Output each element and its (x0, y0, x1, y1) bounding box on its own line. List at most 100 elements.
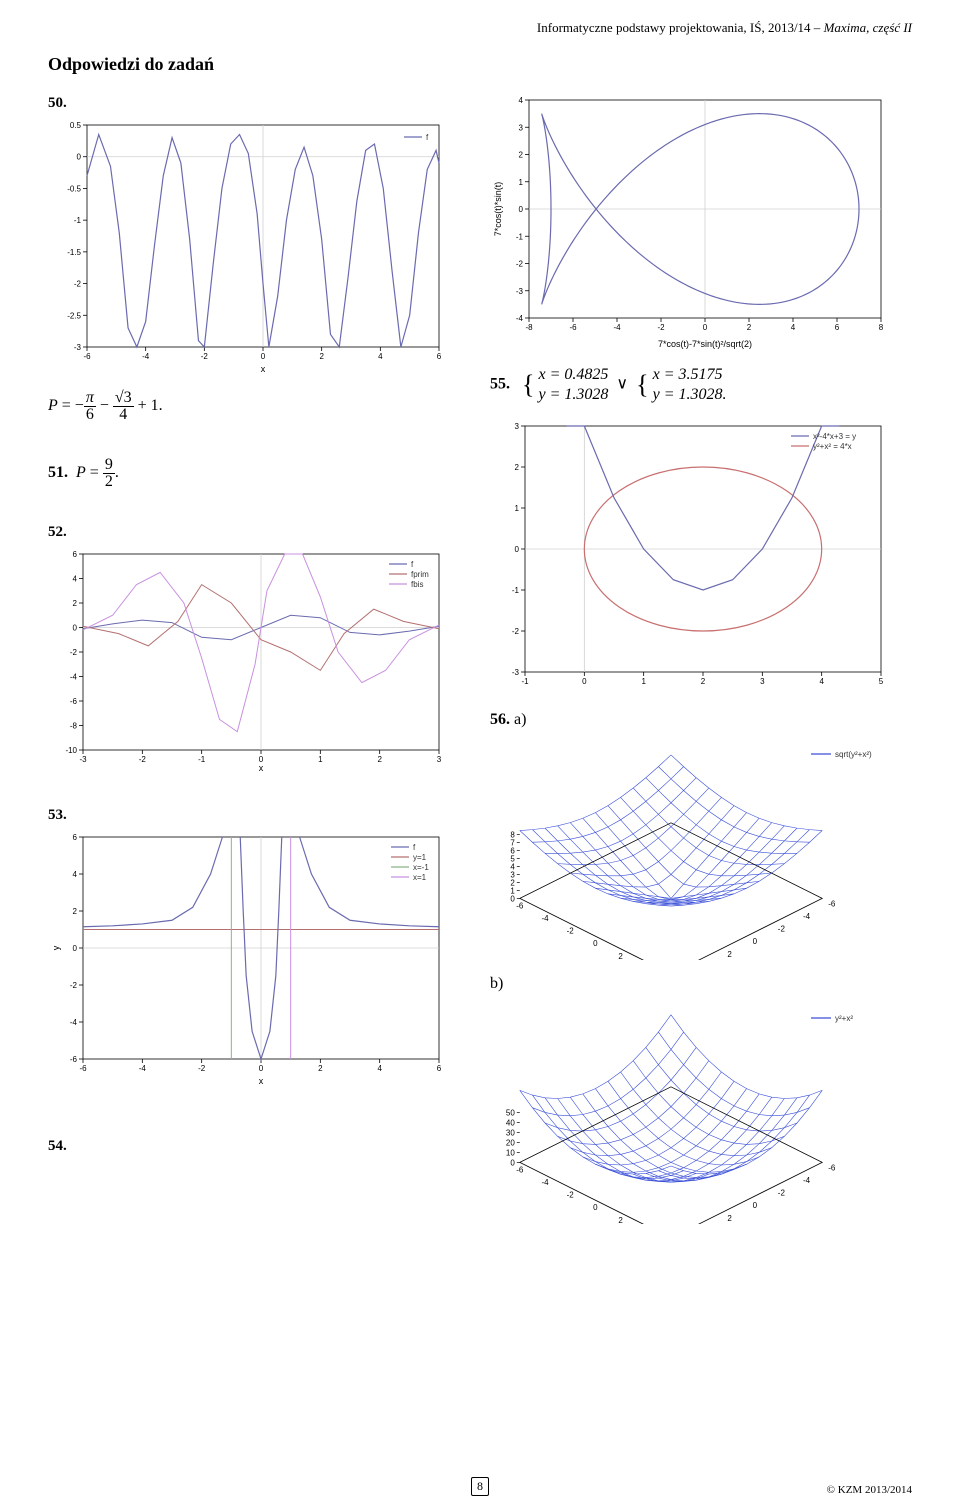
svg-text:6: 6 (73, 833, 78, 842)
svg-text:-2: -2 (74, 280, 82, 289)
svg-text:-2: -2 (70, 648, 78, 657)
eq55-ry: y = 1.3028. (653, 385, 727, 405)
eq55-or: ∨ (616, 376, 628, 393)
svg-text:4: 4 (791, 323, 796, 332)
svg-text:2: 2 (73, 599, 78, 608)
svg-text:0: 0 (593, 1203, 598, 1212)
svg-text:7*cos(t)*sin(t): 7*cos(t)*sin(t) (493, 182, 503, 237)
svg-text:4: 4 (819, 677, 824, 686)
svg-text:7: 7 (510, 838, 515, 847)
svg-text:2: 2 (519, 151, 524, 160)
svg-text:-1: -1 (512, 586, 520, 595)
svg-text:3: 3 (437, 755, 442, 764)
svg-text:3: 3 (515, 422, 520, 431)
svg-text:6: 6 (437, 1064, 442, 1073)
svg-text:-2: -2 (512, 627, 520, 636)
svg-text:4: 4 (519, 96, 524, 105)
svg-text:2: 2 (318, 1064, 323, 1073)
page-number: 8 (471, 1477, 489, 1496)
header-course: Informatyczne podstawy projektowania, IŚ… (537, 20, 824, 35)
svg-text:2: 2 (727, 1214, 732, 1223)
svg-text:-6: -6 (516, 1165, 524, 1174)
svg-text:2: 2 (701, 677, 706, 686)
svg-text:1: 1 (641, 677, 646, 686)
svg-text:-4: -4 (70, 673, 78, 682)
svg-text:3: 3 (760, 677, 765, 686)
svg-text:x=1: x=1 (413, 873, 427, 882)
svg-text:-2.5: -2.5 (67, 311, 81, 320)
chart-50a: -6-4-20246-3-2.5-2-1.5-1-0.500.5xf (48, 114, 470, 376)
svg-text:4: 4 (377, 1064, 382, 1073)
svg-text:y²+x² = 4*x: y²+x² = 4*x (813, 442, 852, 451)
q51: 51. P = 92. (48, 457, 470, 490)
svg-text:0: 0 (753, 937, 758, 946)
q53-label: 53. (48, 807, 470, 824)
svg-text:-0.5: -0.5 (67, 184, 81, 193)
svg-text:fbis: fbis (411, 580, 423, 589)
q56: 56. a) (490, 711, 912, 729)
svg-text:-1: -1 (198, 755, 206, 764)
svg-text:2: 2 (510, 878, 515, 887)
header: Informatyczne podstawy projektowania, IŚ… (48, 20, 912, 36)
svg-text:0: 0 (261, 352, 266, 361)
svg-text:-3: -3 (79, 755, 87, 764)
svg-text:-6: -6 (83, 352, 91, 361)
svg-text:-4: -4 (541, 914, 549, 923)
svg-text:0: 0 (259, 1064, 264, 1073)
svg-text:2: 2 (618, 1216, 623, 1224)
svg-text:0: 0 (73, 944, 78, 953)
svg-text:-4: -4 (803, 912, 811, 921)
svg-text:-3: -3 (512, 668, 520, 677)
svg-text:0: 0 (510, 894, 515, 903)
svg-text:7*cos(t)-7*sin(t)²/sqrt(2): 7*cos(t)-7*sin(t)²/sqrt(2) (658, 339, 752, 349)
svg-text:3: 3 (510, 870, 515, 879)
svg-text:-3: -3 (74, 343, 82, 352)
svg-text:-4: -4 (541, 1178, 549, 1187)
svg-text:2: 2 (515, 463, 520, 472)
svg-text:6: 6 (835, 323, 840, 332)
chart-50b: -8-6-4-202468-4-3-2-1012347*cos(t)-7*sin… (490, 89, 912, 351)
svg-text:20: 20 (506, 1138, 515, 1147)
svg-text:2: 2 (377, 755, 382, 764)
svg-text:-4: -4 (139, 1064, 147, 1073)
svg-text:4: 4 (73, 870, 78, 879)
svg-text:-6: -6 (569, 323, 577, 332)
svg-text:6: 6 (510, 846, 515, 855)
svg-text:10: 10 (506, 1148, 515, 1157)
svg-text:0: 0 (753, 1201, 758, 1210)
svg-text:-2: -2 (657, 323, 665, 332)
eq50: P = −π6 − √34 + 1. (48, 390, 470, 423)
eq55-rx: x = 3.5175 (653, 365, 727, 385)
q56b: b) (490, 975, 912, 993)
svg-text:-2: -2 (778, 925, 786, 934)
svg-text:y²+x²: y²+x² (835, 1014, 853, 1023)
chart-55b: -1012345-3-2-10123x²-4*x+3 = yy²+x² = 4*… (490, 415, 912, 697)
svg-text:-2: -2 (567, 927, 575, 936)
svg-text:-2: -2 (567, 1191, 575, 1200)
q51-label: 51. (48, 464, 68, 481)
svg-text:-4: -4 (613, 323, 621, 332)
svg-text:0: 0 (593, 939, 598, 948)
q55-label: 55. (490, 376, 510, 393)
svg-text:6: 6 (73, 550, 78, 559)
svg-text:x²-4*x+3 = y: x²-4*x+3 = y (813, 432, 856, 441)
svg-text:-8: -8 (525, 323, 533, 332)
q50-label: 50. (48, 95, 470, 112)
svg-text:-2: -2 (201, 352, 209, 361)
chart-52: -3-2-10123-10-8-6-4-20246xffprimfbis (48, 543, 470, 775)
svg-text:3: 3 (519, 123, 524, 132)
svg-text:-2: -2 (139, 755, 147, 764)
svg-text:-2: -2 (198, 1064, 206, 1073)
svg-text:x: x (259, 1076, 264, 1086)
svg-text:5: 5 (510, 854, 515, 863)
header-module: Maxima, część II (824, 20, 912, 35)
chart-56b: y²+x²01020304050-6-4-20246-6-4-20246 (490, 1003, 912, 1225)
svg-text:-1.5: -1.5 (67, 248, 81, 257)
svg-text:6: 6 (437, 352, 442, 361)
svg-text:x: x (261, 364, 266, 374)
chart-56a: sqrt(y²+x²)012345678-6-4-20246-6-4-20246 (490, 739, 912, 961)
svg-text:0: 0 (703, 323, 708, 332)
svg-text:1: 1 (510, 886, 515, 895)
svg-text:-2: -2 (70, 981, 78, 990)
svg-text:2: 2 (319, 352, 324, 361)
